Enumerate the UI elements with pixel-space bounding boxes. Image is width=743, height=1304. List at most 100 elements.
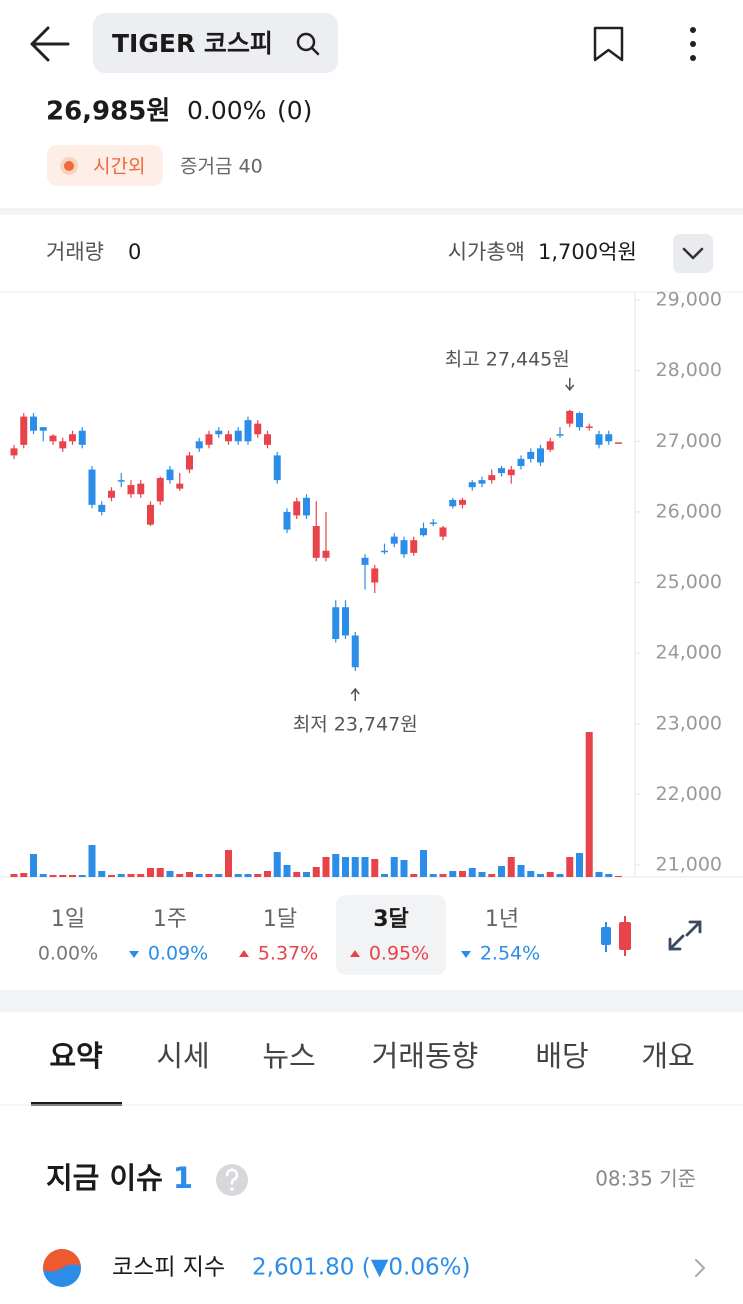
chart-type-button[interactable] — [601, 916, 631, 956]
candle-body — [576, 413, 583, 428]
candle-body — [88, 469, 96, 505]
volume-bar — [273, 852, 281, 877]
y-tick-label: 27,000 — [656, 430, 722, 452]
volume-bar — [420, 850, 427, 877]
volume-bar — [546, 872, 554, 877]
period-label: 1달 — [263, 907, 297, 932]
help-icon-dot — [230, 1187, 234, 1191]
volume-bar — [156, 868, 164, 877]
period-option[interactable]: 1주 0.09% — [129, 907, 208, 965]
issue-item[interactable]: 코스피 지수 2,601.80 (▼0.06%) — [43, 1249, 705, 1287]
candle-body — [381, 550, 388, 553]
volume-bar — [137, 874, 145, 877]
tab[interactable]: 시세 — [156, 1039, 209, 1073]
candle-body — [273, 455, 281, 481]
search-box[interactable]: TIGER 코스피 — [93, 13, 338, 73]
issue-count: 1 — [173, 1161, 193, 1195]
volume-bar — [498, 866, 505, 877]
candle-body — [244, 420, 252, 442]
volume-bar — [225, 850, 232, 877]
back-button[interactable] — [30, 26, 70, 62]
tab[interactable]: 개요 — [641, 1039, 694, 1073]
volume-bar — [537, 874, 544, 877]
tab[interactable]: 요약 — [31, 1039, 122, 1106]
tab[interactable]: 뉴스 — [262, 1039, 315, 1073]
candle-body — [69, 434, 76, 442]
candle-body — [254, 423, 262, 435]
candle-body — [468, 482, 476, 488]
volume-bar — [507, 857, 515, 877]
session-badge — [47, 145, 163, 186]
icon-body — [601, 927, 611, 945]
candle-body — [605, 434, 613, 442]
button-bg — [673, 234, 713, 273]
back-icon — [30, 26, 70, 62]
fullscreen-button[interactable] — [668, 920, 702, 951]
y-tick-label: 22,000 — [656, 783, 722, 805]
candle-body — [147, 504, 154, 525]
tab-label: 시세 — [156, 1039, 209, 1073]
more-button[interactable] — [690, 27, 696, 61]
volume-bar — [283, 865, 291, 877]
volume-bar — [585, 732, 593, 877]
section-divider — [0, 208, 743, 215]
tab[interactable]: 배당 — [535, 1039, 588, 1073]
candle-body — [117, 480, 125, 482]
tab[interactable]: 거래동향 — [372, 1039, 479, 1073]
tab-label: 개요 — [641, 1039, 694, 1073]
volume-bar — [351, 857, 359, 877]
expand-stats-button[interactable] — [673, 234, 713, 273]
period-change: 0.00% — [38, 943, 98, 965]
candle-body — [293, 501, 301, 516]
period-change: 0.09% — [148, 943, 208, 965]
volume-bar — [39, 874, 47, 877]
tab-label: 배당 — [535, 1039, 588, 1073]
candle-body — [439, 527, 447, 537]
change-rate: 0.00% — [187, 96, 266, 125]
volume-bar — [361, 857, 369, 877]
volume-bar — [20, 873, 28, 877]
market-cap-value: 1,700억원 — [538, 240, 637, 264]
candle-body — [234, 430, 242, 442]
bookmark-button[interactable] — [593, 26, 624, 62]
candle-body — [283, 511, 291, 530]
volume-bar — [478, 872, 486, 877]
candle-body — [488, 475, 496, 481]
tab-label: 뉴스 — [262, 1039, 315, 1073]
period-option[interactable]: 1달 5.37% — [239, 907, 318, 965]
candle-body — [498, 468, 505, 474]
volume-bar — [576, 853, 583, 877]
help-button[interactable] — [216, 1164, 248, 1196]
period-option[interactable]: 1일 0.00% — [38, 907, 98, 965]
volume-bar — [517, 865, 525, 877]
candle-body — [264, 434, 271, 445]
candle-body — [371, 568, 379, 583]
high-annotation: 최고 27,445원 — [445, 348, 570, 370]
tab-label: 거래동향 — [372, 1039, 479, 1073]
period-label: 3달 — [373, 907, 409, 932]
volume-bar — [605, 874, 613, 877]
candle-body — [137, 483, 145, 495]
volume-bar — [49, 875, 57, 877]
volume-bar — [381, 874, 388, 877]
volume-bar — [468, 868, 476, 877]
issue-title-text: 지금 이슈 — [46, 1161, 163, 1195]
candle-body — [566, 410, 574, 424]
period-option[interactable]: 3달 0.95% — [350, 907, 429, 965]
volume-bar — [59, 875, 67, 877]
candle-body — [20, 416, 28, 445]
candle-body — [478, 480, 486, 484]
candle-body — [176, 483, 184, 489]
volume-bar — [439, 874, 447, 877]
period-change: 2.54% — [480, 943, 540, 965]
candle-body — [390, 536, 398, 544]
volume-bar — [127, 874, 135, 877]
volume-bar — [176, 874, 184, 877]
low-annotation: 최저 23,747원 — [293, 714, 418, 736]
direction-arrow — [461, 951, 471, 958]
period-option[interactable]: 1년 2.54% — [461, 907, 540, 965]
y-tick-label: 21,000 — [656, 853, 722, 875]
session-dot — [64, 161, 74, 171]
